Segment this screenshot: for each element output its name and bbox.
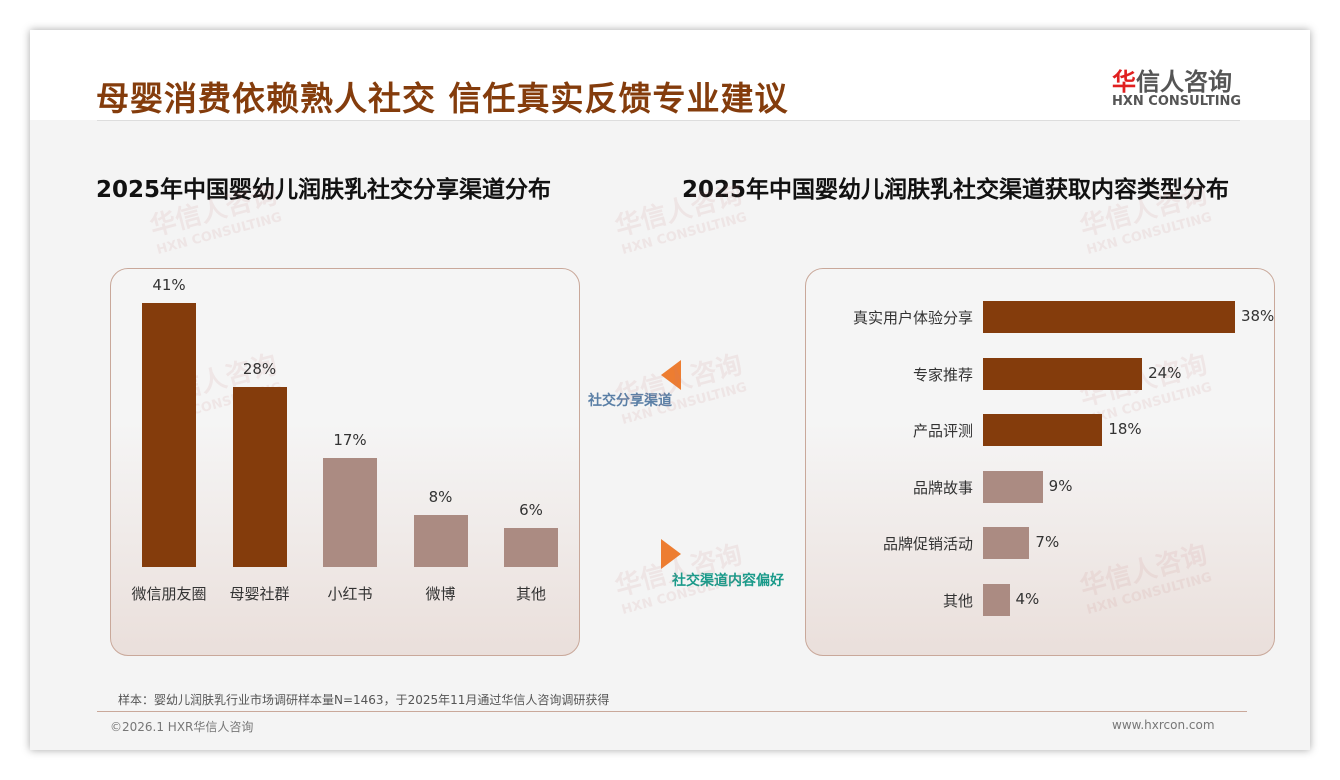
data-label: 7%: [1035, 533, 1060, 552]
bar-微博: [413, 515, 468, 567]
arrow-right-icon: [661, 539, 681, 569]
category-label: 产品评测: [912, 422, 973, 441]
data-label: 18%: [1108, 420, 1142, 439]
slide: 母婴消费依赖熟人社交 信任真实反馈专业建议 华信人咨询 HXN CONSULTI…: [30, 30, 1310, 750]
category-label: 专家推荐: [912, 365, 973, 384]
arrow-right-label: 社交渠道内容偏好: [672, 573, 784, 589]
category-label: 微博: [425, 585, 456, 603]
data-label: 4%: [1015, 590, 1040, 608]
arrow-left-icon: [661, 360, 681, 390]
bar-小红书: [323, 457, 377, 567]
bar-专家推荐: [983, 357, 1143, 390]
page-title: 母婴消费依赖熟人社交 信任真实反馈专业建议: [96, 79, 789, 118]
logo-en: HXN CONSULTING: [1112, 94, 1242, 109]
bar-真实用户体验分享: [983, 301, 1235, 333]
left-chart-title: 2025年中国婴幼儿润肤乳社交分享渠道分布: [96, 177, 552, 203]
category-label: 其他: [942, 592, 973, 610]
category-label: 母婴社群: [229, 585, 290, 603]
bar-微信朋友圈: [142, 302, 196, 567]
divider: [97, 120, 1240, 121]
logo: 华信人咨询: [1112, 68, 1232, 96]
copyright: ©2026.1 HXR华信人咨询: [110, 720, 254, 734]
category-label: 其他: [515, 585, 546, 603]
category-label: 品牌故事: [912, 478, 973, 497]
data-label: 8%: [428, 488, 453, 507]
bar-其他: [983, 584, 1010, 616]
arrow-left-label: 社交分享渠道: [588, 393, 672, 409]
category-label: 真实用户体验分享: [852, 309, 973, 327]
sample-note: 样本：婴幼儿润肤乳行业市场调研样本量N=1463，于2025年11月通过华信人咨…: [118, 693, 610, 707]
category-label: 微信朋友圈: [131, 585, 207, 603]
category-label: 小红书: [327, 585, 373, 603]
category-label: 品牌促销活动: [882, 535, 973, 554]
website: www.hxrcon.com: [1112, 718, 1215, 732]
data-label: 24%: [1148, 363, 1182, 382]
bar-品牌故事: [983, 470, 1043, 503]
bar-产品评测: [983, 414, 1103, 447]
bar-其他: [504, 528, 558, 567]
data-label: 17%: [333, 430, 367, 449]
data-label: 28%: [242, 359, 277, 378]
footer-divider: [97, 711, 1247, 712]
header-band: [30, 30, 1310, 120]
data-label: 9%: [1048, 476, 1073, 495]
bar-品牌促销活动: [983, 527, 1030, 560]
right-chart-title: 2025年中国婴幼儿润肤乳社交渠道获取内容类型分布: [682, 177, 1230, 203]
data-label: 6%: [519, 501, 543, 520]
bar-母婴社群: [232, 386, 287, 567]
data-label: 38%: [1240, 307, 1275, 325]
data-label: 41%: [152, 275, 186, 294]
